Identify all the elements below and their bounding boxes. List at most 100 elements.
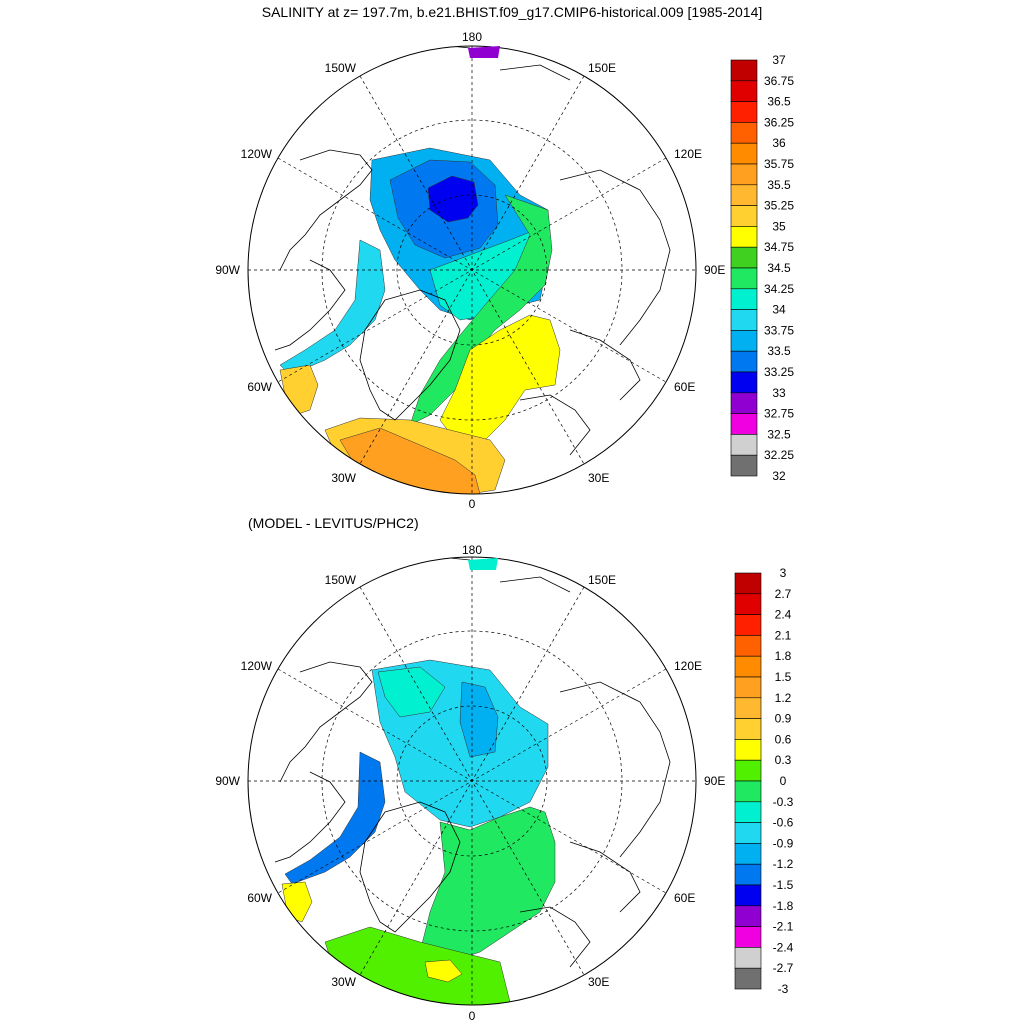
salinity-colorbar-swatch (730, 350, 758, 373)
difference-colorbar-label: 3 (780, 566, 787, 580)
label-120e: 120E (674, 147, 702, 161)
difference-colorbar-label: -1.8 (773, 899, 794, 913)
difference-colorbar-swatch (734, 884, 762, 907)
difference-map-border (247, 556, 697, 1006)
salinity-colorbar-swatch (730, 309, 758, 331)
difference-colorbar-label: 2.4 (775, 608, 792, 622)
salinity-colorbar-label: 33.25 (764, 365, 794, 379)
difference-colorbar-label: -2.4 (773, 940, 794, 954)
diff-field-atlantic (419, 806, 556, 963)
field-beaufort-core (427, 175, 479, 223)
label-90w-diff: 90W (215, 774, 240, 788)
salinity-colorbar-swatch (730, 226, 758, 248)
difference-colorbar-swatch (734, 614, 762, 636)
salinity-map-panel: 180 0 90W 90E 150W 120W 60W 30W 150E 120… (215, 30, 794, 511)
difference-colorbar-swatch (734, 863, 762, 886)
salinity-colorbar-swatch (730, 163, 758, 186)
salinity-colorbar-label: 36.25 (764, 115, 794, 129)
difference-colorbar-label: -3 (778, 982, 789, 996)
salinity-colorbar-label: 34 (772, 303, 786, 317)
label-180-diff: 180 (462, 543, 482, 557)
figure-title: SALINITY at z= 197.7m, b.e21.BHIST.f09_g… (261, 4, 763, 20)
difference-colorbar-label: 0.3 (775, 753, 792, 767)
difference-colorbar-swatch (734, 676, 762, 699)
difference-colorbar-label: -1.2 (773, 857, 794, 871)
salinity-colorbar-swatch (730, 392, 758, 414)
difference-colorbar-swatch (734, 718, 762, 740)
salinity-colorbar-swatch (730, 184, 758, 206)
difference-colorbar-label: -2.1 (773, 920, 794, 934)
label-150w-diff: 150W (325, 573, 357, 587)
salinity-colorbar-label: 35.25 (764, 199, 794, 213)
difference-colorbar-swatch (734, 635, 762, 657)
difference-map-panel: 180 0 90W 90E 150W 120W 60W 30W 150E 120… (0, 512, 1024, 1024)
salinity-colorbar-swatch (730, 413, 758, 435)
difference-coastlines (274, 557, 671, 968)
difference-colorbar-swatch (734, 739, 762, 761)
label-30e-diff: 30E (588, 975, 609, 989)
label-120w: 120W (241, 147, 273, 161)
label-150e-diff: 150E (588, 573, 616, 587)
difference-colorbar-label: -0.6 (773, 816, 794, 830)
salinity-coastlines (274, 46, 671, 456)
label-60e-diff: 60E (674, 891, 695, 905)
difference-colorbar-swatch (734, 967, 762, 990)
salinity-colorbar-label: 35.5 (767, 178, 791, 192)
label-30w-diff: 30W (331, 975, 356, 989)
label-120w-diff: 120W (241, 659, 273, 673)
difference-colorbar-swatch (734, 780, 762, 803)
salinity-colorbar: 37 36.75 36.5 36.25 36 35.75 35.5 35.25 35 34.75 3… (730, 53, 794, 483)
salinity-colorbar-label: 32 (772, 469, 786, 483)
salinity-colorbar-swatch (730, 101, 758, 123)
label-60w: 60W (247, 380, 272, 394)
difference-colorbar-label: -0.9 (773, 836, 794, 850)
difference-colorbar-swatch (734, 759, 762, 782)
label-120e-diff: 120E (674, 659, 702, 673)
salinity-map: 180 0 90W 90E 150W 120W 60W 30W 150E 120… (215, 30, 794, 511)
salinity-colorbar-label: 33.75 (764, 323, 794, 337)
salinity-colorbar-swatch (730, 142, 758, 165)
label-60w-diff: 60W (247, 891, 272, 905)
label-180: 180 (462, 30, 482, 44)
diff-field-eurasian-left (377, 666, 446, 718)
difference-colorbar-label: 0.6 (775, 732, 792, 746)
difference-colorbar-label: 1.2 (775, 691, 792, 705)
difference-colorbar-swatch (734, 947, 762, 969)
figure-subtitle: (MODEL - LEVITUS/PHC2) (248, 515, 419, 531)
difference-colorbar-swatch (734, 593, 762, 615)
label-150e: 150E (588, 61, 616, 75)
difference-colorbar-label: -0.3 (773, 795, 794, 809)
diff-field-beaufort-core (459, 681, 499, 758)
top-patch (468, 46, 500, 58)
salinity-colorbar-label: 36 (772, 136, 786, 150)
difference-colorbar-label: 2.1 (775, 628, 792, 642)
difference-colorbar-label: 0 (780, 774, 787, 788)
field-atlantic-inflow (409, 194, 553, 426)
salinity-colorbar-label: 35.75 (764, 157, 794, 171)
salinity-colorbar-label: 32.25 (764, 448, 794, 462)
salinity-colorbar-swatch (730, 59, 758, 82)
salinity-colorbar-label: 34.25 (764, 282, 794, 296)
difference-colorbar-label: 2.7 (775, 587, 792, 601)
label-0-diff: 0 (469, 1009, 476, 1023)
diff-field-baffin (284, 751, 386, 885)
salinity-colorbar-swatch (730, 330, 758, 352)
salinity-grid (248, 46, 696, 494)
difference-colorbar-swatch (734, 926, 762, 948)
salinity-colorbar-label: 34.75 (764, 240, 794, 254)
difference-colorbar-swatch (734, 822, 762, 844)
field-barents (439, 314, 561, 441)
difference-colorbar-swatch (734, 655, 762, 678)
salinity-colorbar-swatch (730, 80, 758, 102)
difference-grid (248, 557, 696, 1005)
salinity-colorbar-swatch (730, 122, 758, 144)
difference-colorbar: 3 2.7 2.4 2.1 1.8 1.5 1.2 0.9 0.6 0.3 0 -0.3 -0.6 -0.… (734, 566, 794, 996)
salinity-colorbar-label: 35 (772, 219, 786, 233)
label-30e: 30E (588, 471, 609, 485)
salinity-colorbar-label: 33 (772, 386, 786, 400)
salinity-colorbar-swatch (730, 434, 758, 456)
field-labrador (279, 364, 319, 416)
difference-colorbar-swatch (734, 843, 762, 865)
salinity-colorbar-swatch (730, 371, 758, 394)
salinity-colorbar-label: 36.75 (764, 74, 794, 88)
